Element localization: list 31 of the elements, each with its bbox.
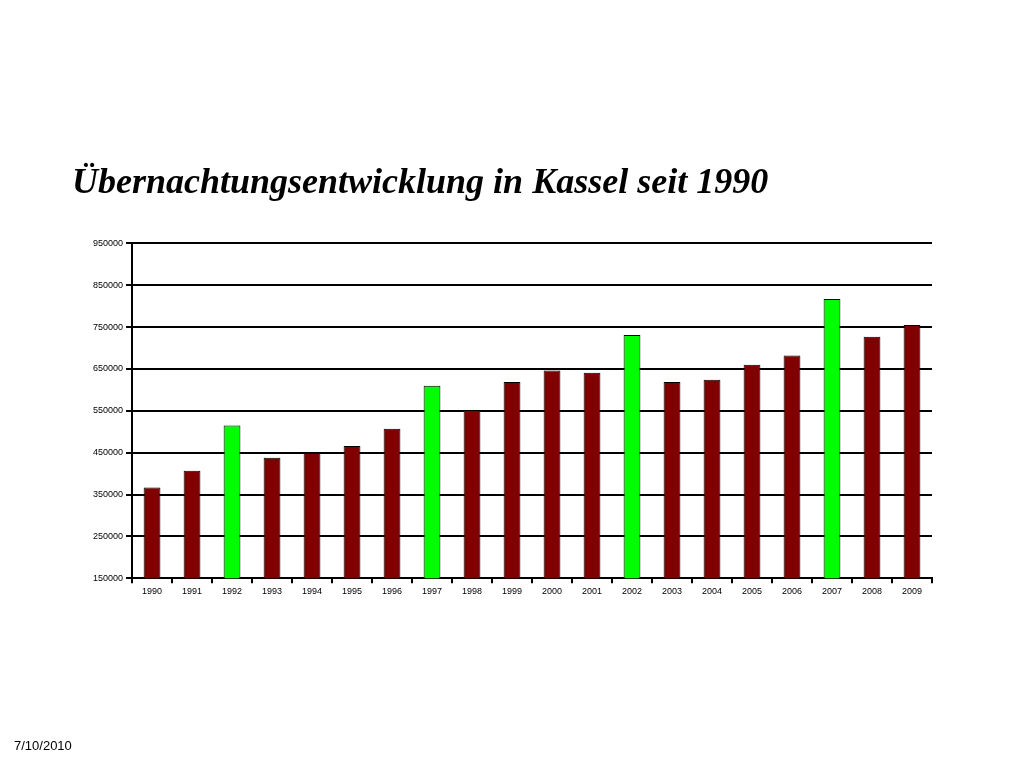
y-tick-label: 250000 xyxy=(92,530,124,541)
text: 7/10/2010 xyxy=(14,738,72,753)
x-tick-label: 2009 xyxy=(901,586,923,597)
x-tick-label: 1993 xyxy=(262,586,283,597)
chart-title: Übernachtungsentwicklung in Kassel seit 1990 xyxy=(72,160,769,202)
x-tick-label: 1990 xyxy=(142,586,163,597)
x-tick-label: 1996 xyxy=(382,586,403,597)
y-tick-label: 350000 xyxy=(92,488,124,499)
x-tick-label: 2008 xyxy=(861,586,883,597)
x-tick-label: 2005 xyxy=(741,586,763,597)
x-tick-label: 2004 xyxy=(701,586,723,597)
y-tick-label: 750000 xyxy=(92,321,124,332)
y-tick-label: 650000 xyxy=(92,363,124,374)
y-tick-label: 850000 xyxy=(92,279,124,290)
x-tick-label: 2006 xyxy=(781,586,803,597)
y-tick-label: 150000 xyxy=(92,572,124,583)
x-tick-label: 1994 xyxy=(302,586,323,597)
x-tick-label: 1992 xyxy=(222,586,243,597)
y-tick-label: 450000 xyxy=(92,447,124,458)
x-tick-label: 1991 xyxy=(182,586,203,597)
x-tick-label: 2000 xyxy=(542,586,563,597)
x-tick-label: 2003 xyxy=(661,586,683,597)
x-tick-label: 1998 xyxy=(462,586,483,597)
x-tick-label: 2001 xyxy=(582,586,603,597)
x-tick-label: 2007 xyxy=(821,586,843,597)
y-tick-label: 950000 xyxy=(92,237,124,248)
y-tick-label: 550000 xyxy=(92,405,124,416)
x-tick-label: 2002 xyxy=(622,586,643,597)
x-tick-label: 1995 xyxy=(342,586,363,597)
x-tick-label: 1997 xyxy=(422,586,443,597)
x-tick-label: 1999 xyxy=(502,586,523,597)
